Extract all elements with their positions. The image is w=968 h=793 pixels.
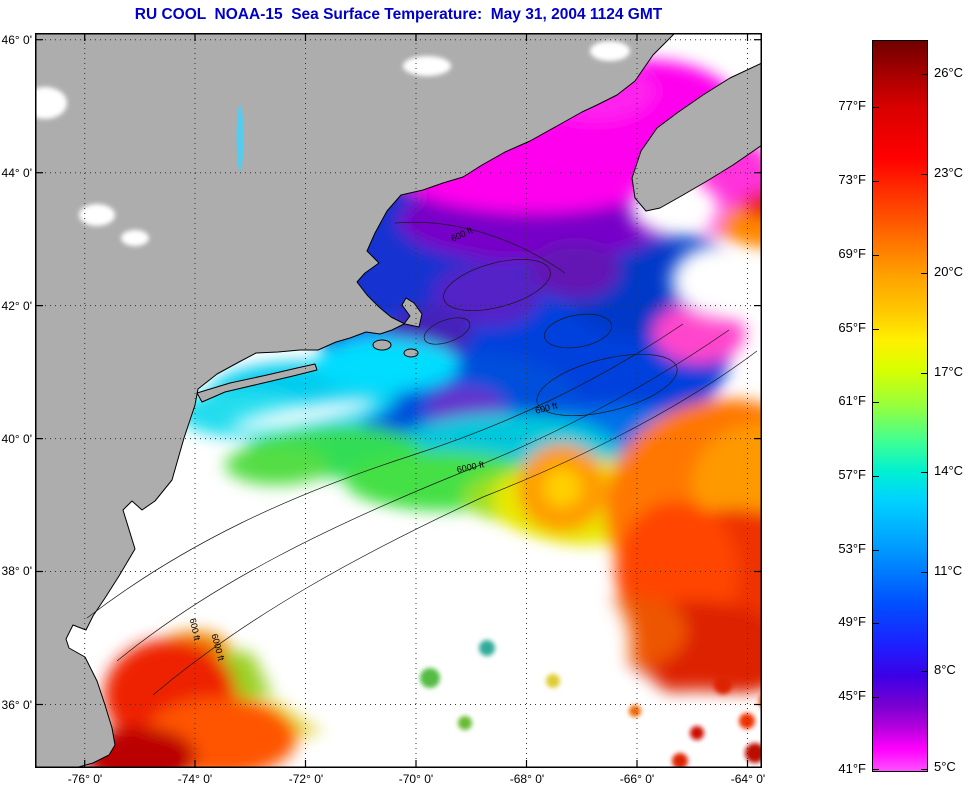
- colorbar-tick: [873, 255, 879, 256]
- colorbar-tick: [921, 174, 927, 175]
- colorbar-f-label: 61°F: [838, 393, 866, 408]
- colorbar-c-label: 26°C: [934, 65, 964, 80]
- lon-tick-label: -68° 0': [509, 772, 545, 786]
- colorbar-f-label: 57°F: [838, 467, 866, 482]
- contour-label: 600 ft: [188, 617, 203, 642]
- plot-border: [35, 33, 762, 768]
- colorbar-c-label: 5°C: [934, 759, 956, 774]
- colorbar: [872, 40, 928, 772]
- lon-tick-label: -76° 0': [67, 772, 103, 786]
- graticule: [35, 33, 762, 768]
- sst-map-svg: 600 ft 600 ft 6000 ft 600 ft 6000 ft: [35, 33, 762, 768]
- lat-tick-label: 36° 0': [1, 698, 32, 712]
- colorbar-tick: [873, 550, 879, 551]
- colorbar-tick: [873, 329, 879, 330]
- lake-champlain: [236, 105, 244, 171]
- lat-tick-label: 42° 0': [1, 299, 32, 313]
- colorbar-f-label: 45°F: [838, 688, 866, 703]
- page-title: RU COOL NOAA-15 Sea Surface Temperature:…: [134, 6, 663, 23]
- map-plot: 600 ft 600 ft 6000 ft 600 ft 6000 ft: [35, 33, 762, 768]
- colorbar-f-label: 41°F: [838, 761, 866, 776]
- colorbar-c-label: 14°C: [934, 463, 964, 478]
- lat-tick-label: 46° 0': [1, 33, 32, 47]
- colorbar-tick: [873, 402, 879, 403]
- colorbar-c-label: 8°C: [934, 662, 956, 677]
- lon-tick-label: -74° 0': [177, 772, 213, 786]
- colorbar-tick: [921, 769, 927, 770]
- land: [35, 33, 762, 768]
- colorbar-tick: [921, 472, 927, 473]
- lat-tick-label: 40° 0': [1, 432, 32, 446]
- lat-tick-label: 38° 0': [1, 564, 32, 578]
- cloud-over-land: [35, 41, 630, 246]
- cloud-cover: [231, 180, 762, 768]
- colorbar-tick: [921, 74, 927, 75]
- colorbar-tick: [873, 107, 879, 108]
- colorbar-tick: [921, 273, 927, 274]
- colorbar-f-label: 53°F: [838, 541, 866, 556]
- colorbar-c-label: 17°C: [934, 364, 964, 379]
- nova-scotia: [631, 62, 762, 212]
- colorbar-tick: [921, 373, 927, 374]
- nantucket: [403, 348, 419, 358]
- lat-tick-label: 44° 0': [1, 166, 32, 180]
- colorbar-f-label: 73°F: [838, 172, 866, 187]
- lon-tick-label: -64° 0': [730, 772, 766, 786]
- colorbar-tick: [873, 476, 879, 477]
- bathymetry-contours: [86, 221, 758, 696]
- colorbar-tick: [873, 769, 879, 770]
- long-island: [196, 363, 318, 403]
- colorbar-tick: [873, 623, 879, 624]
- mainland: [35, 33, 676, 768]
- colorbar-f-label: 49°F: [838, 614, 866, 629]
- colorbar-c-label: 23°C: [934, 165, 964, 180]
- colorbar-f-label: 77°F: [838, 98, 866, 113]
- colorbar-c-label: 20°C: [934, 264, 964, 279]
- colorbar-tick: [921, 572, 927, 573]
- colorbar-tick: [921, 671, 927, 672]
- colorbar-tick: [873, 697, 879, 698]
- colorbar-f-label: 65°F: [838, 320, 866, 335]
- lon-tick-label: -66° 0': [619, 772, 655, 786]
- colorbar-f-label: 69°F: [838, 246, 866, 261]
- marthas-vineyard: [372, 339, 392, 351]
- lon-tick-label: -70° 0': [398, 772, 434, 786]
- colorbar-tick: [873, 181, 879, 182]
- lon-tick-label: -72° 0': [288, 772, 324, 786]
- colorbar-c-label: 11°C: [934, 563, 963, 578]
